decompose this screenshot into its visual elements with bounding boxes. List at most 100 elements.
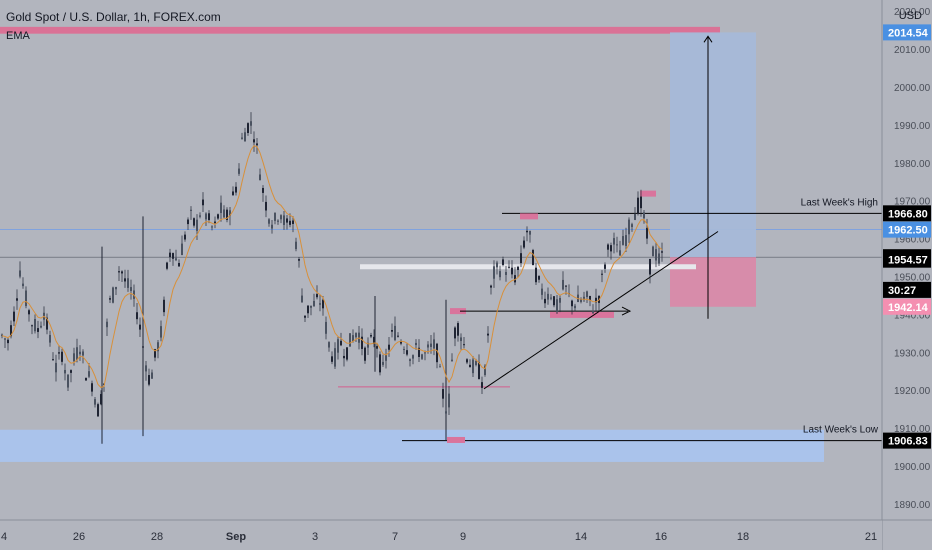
- price-tick-label: 1960.00: [894, 235, 931, 246]
- candle-body: [250, 121, 252, 126]
- candle-body: [205, 213, 207, 220]
- time-tick-label: 18: [737, 531, 749, 543]
- target-box: [670, 32, 756, 258]
- candle-body: [238, 168, 240, 174]
- candle-body: [421, 354, 423, 359]
- candle-body: [418, 347, 420, 357]
- candle-body: [55, 362, 57, 373]
- price-label-text: 1954.57: [888, 255, 928, 267]
- candle-body: [364, 347, 366, 361]
- candle-body: [112, 287, 114, 303]
- candle-body: [331, 356, 333, 362]
- candle-body: [349, 333, 351, 347]
- candle-body: [535, 267, 537, 283]
- candle-body: [631, 224, 633, 228]
- candle-body: [253, 139, 255, 143]
- candle-body: [199, 215, 201, 217]
- candle-body: [244, 132, 246, 142]
- candle-body: [355, 333, 357, 338]
- time-tick-label: 28: [151, 531, 163, 543]
- candle-body: [538, 276, 540, 280]
- candle-body: [313, 300, 315, 307]
- candle-body: [16, 298, 18, 301]
- candle-body: [307, 305, 309, 314]
- candle-body: [187, 219, 189, 225]
- candle-body: [7, 339, 9, 344]
- candle-body: [229, 210, 231, 217]
- candle-body: [463, 344, 465, 346]
- candle-body: [196, 219, 198, 231]
- time-tick-label: 21: [865, 531, 877, 543]
- candle-body: [583, 296, 585, 301]
- candle-body: [661, 251, 663, 253]
- ascending-trendline: [483, 231, 719, 390]
- candle-body: [379, 354, 381, 373]
- candle-body: [220, 202, 222, 213]
- candle-body: [376, 346, 378, 349]
- candle-body: [247, 123, 249, 133]
- time-tick-label: 26: [73, 531, 85, 543]
- candle-body: [472, 359, 474, 374]
- candle-body: [64, 369, 66, 374]
- candle-body: [283, 215, 285, 225]
- candle-body: [643, 212, 645, 219]
- candle-body: [178, 263, 180, 267]
- candle-body: [61, 351, 63, 362]
- candle-body: [526, 230, 528, 233]
- candle-body: [619, 250, 621, 256]
- price-label-tag: [883, 432, 931, 449]
- candle-body: [154, 349, 156, 358]
- candle-body: [130, 287, 132, 291]
- candle-body: [142, 346, 144, 348]
- candle-body: [304, 315, 306, 318]
- candle-body: [22, 283, 24, 287]
- time-tick-label: 3: [312, 531, 318, 543]
- candle-body: [655, 249, 657, 261]
- time-tick-label: 9: [460, 531, 466, 543]
- candle-body: [67, 374, 69, 388]
- candle-body: [601, 273, 603, 275]
- time-axis[interactable]: 4 26 28 Sep 3 7 9 14 16 18 21: [0, 519, 932, 550]
- candle-body: [469, 364, 471, 368]
- candle-body: [547, 293, 549, 300]
- candles-layer: [1, 112, 663, 444]
- candle-body: [433, 339, 435, 349]
- candle-body: [76, 347, 78, 360]
- price-label-tag: [883, 24, 931, 41]
- candle-body: [166, 262, 168, 269]
- candle-body: [370, 335, 372, 337]
- candle-body: [49, 335, 51, 343]
- ema-line: [1, 145, 663, 389]
- candle-body: [109, 298, 111, 300]
- candle-body: [286, 218, 288, 223]
- candle-body: [595, 297, 597, 303]
- candle-body: [454, 327, 456, 339]
- candle-body: [634, 213, 636, 220]
- candle-body: [298, 259, 300, 261]
- candle-body: [532, 250, 534, 266]
- time-tick-label: 7: [392, 531, 398, 543]
- symbol-title[interactable]: Gold Spot / U.S. Dollar, 1h, FOREX.com: [6, 10, 221, 24]
- indicator-label[interactable]: EMA: [6, 30, 30, 42]
- candle-body: [34, 318, 36, 332]
- price-axis[interactable]: 1890.00 1900.00 1910.00 1920.00 1930.00 1940.…: [881, 0, 932, 550]
- candle-body: [415, 342, 417, 346]
- candle-body: [448, 393, 450, 408]
- arrow-up-head: [703, 35, 713, 43]
- candle-body: [241, 137, 243, 139]
- price-label-tag: [883, 205, 931, 222]
- candle-body: [271, 224, 273, 229]
- candle-body: [412, 355, 414, 359]
- candle-body: [316, 294, 318, 298]
- candle-body: [211, 226, 213, 228]
- candle-body: [508, 266, 510, 268]
- candle-body: [553, 296, 555, 306]
- candle-body: [388, 344, 390, 350]
- candle-body: [73, 353, 75, 362]
- candle-body: [121, 271, 123, 274]
- candle-body: [1, 334, 3, 336]
- candle-body: [295, 241, 297, 250]
- price-label-text: 1966.80: [888, 208, 928, 220]
- price-tick-label: 1930.00: [894, 348, 931, 359]
